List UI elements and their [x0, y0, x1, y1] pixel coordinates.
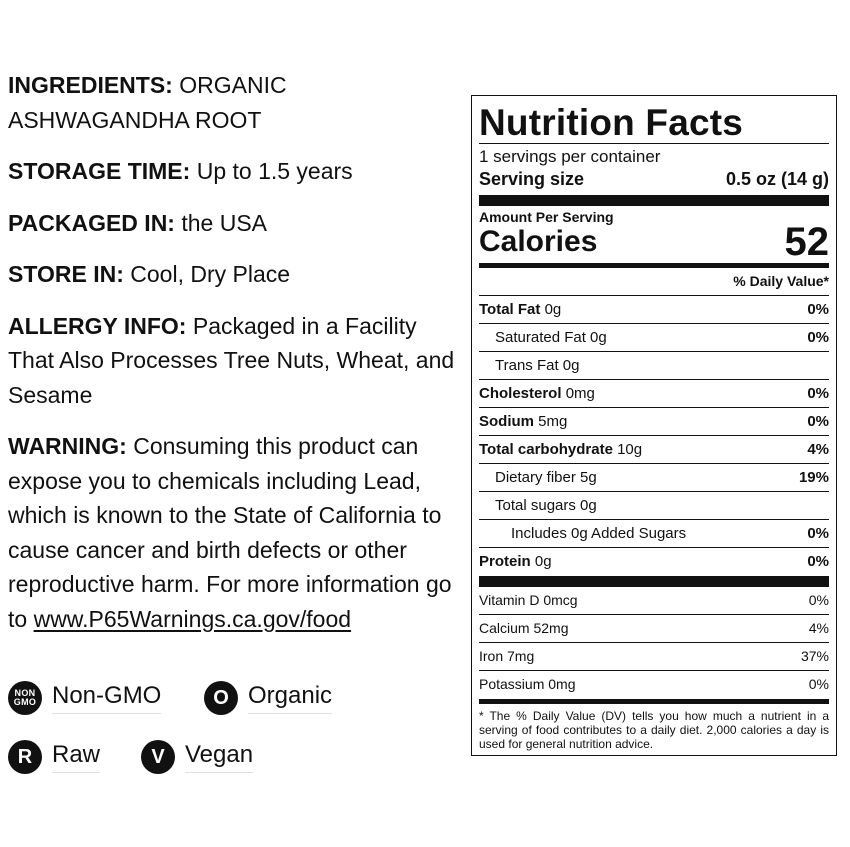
vitamin-row: Calcium 52mg 4% — [479, 615, 829, 643]
nutrient-row: Trans Fat 0g — [479, 352, 829, 380]
amount-per-serving: Amount Per Serving — [479, 209, 614, 225]
allergy-label: ALLERGY INFO: — [8, 312, 187, 339]
nutrient-row: Dietary fiber 5g 19% — [479, 464, 829, 492]
packaged-value: the USA — [181, 209, 268, 236]
vegan-label: Vegan — [185, 741, 254, 773]
badge-non-gmo: NON GMO Non-GMO — [8, 681, 162, 715]
serving-size-value: 0.5 oz (14 g) — [725, 169, 829, 189]
servings-per-container: 1 servings per container — [479, 147, 661, 166]
storage-line: STORAGE TIME: Up to 1.5 years — [8, 154, 463, 189]
warning-label: WARNING: — [8, 433, 127, 459]
badge-raw: R Raw — [8, 740, 101, 774]
storage-value: Up to 1.5 years — [196, 158, 353, 184]
nutrient-row: Saturated Fat 0g 0% — [479, 324, 829, 352]
non-gmo-label: Non-GMO — [52, 682, 162, 714]
nutrient-row: Sodium 5mg 0% — [479, 408, 829, 436]
allergy-line: ALLERGY INFO: Packaged in a Facility Tha… — [8, 309, 463, 413]
thick-divider — [479, 195, 829, 206]
ingredients-line: INGREDIENTS: ORGANIC ASHWAGANDHA ROOT — [8, 68, 463, 137]
organic-icon: O — [204, 681, 238, 715]
p65-warning-link[interactable]: www.P65Warnings.ca.gov/food — [33, 605, 352, 632]
nutrient-row: Total carbohydrate 10g 4% — [479, 436, 829, 464]
badge-vegan: V Vegan — [141, 740, 254, 774]
store-in-value: Cool, Dry Place — [130, 261, 291, 287]
badge-organic: O Organic — [204, 681, 333, 715]
store-in-line: STORE IN: Cool, Dry Place — [8, 257, 463, 292]
daily-value-footnote: * The % Daily Value (DV) tells you how m… — [479, 709, 829, 751]
packaged-label: PACKAGED IN: — [8, 209, 175, 236]
vitamin-row: Iron 7mg 37% — [479, 643, 829, 671]
nutrient-row: Protein 0g 0% — [479, 553, 829, 570]
ingredients-value: ORGANIC ASHWAGANDHA ROOT — [8, 72, 287, 133]
warning-line: WARNING: Consuming this product can expo… — [8, 429, 463, 636]
nutrition-facts-panel: Nutrition Facts 1 servings per container… — [471, 95, 837, 756]
warning-value: Consuming this product can expose you to… — [8, 433, 452, 632]
daily-value-header: % Daily Value* — [479, 268, 829, 296]
raw-label: Raw — [52, 741, 101, 773]
product-info: INGREDIENTS: ORGANIC ASHWAGANDHA ROOT ST… — [8, 68, 463, 653]
storage-label: STORAGE TIME: — [8, 158, 191, 184]
nutrient-row: Cholesterol 0mg 0% — [479, 380, 829, 408]
calories-label: Calories — [479, 225, 598, 258]
vitamin-row: Vitamin D 0mcg 0% — [479, 587, 829, 615]
calories-row: Calories 52 — [479, 220, 830, 264]
nutrient-row: Total Fat 0g 0% — [479, 296, 829, 324]
nutrition-title: Nutrition Facts — [479, 102, 744, 143]
nutrient-row: Total sugars 0g — [479, 492, 829, 520]
nutrient-row: Includes 0g Added Sugars 0% — [479, 520, 829, 548]
serving-size-label: Serving size — [479, 169, 585, 189]
store-in-label: STORE IN: — [8, 261, 124, 287]
divider — [479, 143, 829, 144]
serving-size-row: Serving size 0.5 oz (14 g) — [479, 167, 829, 195]
allergy-value: Packaged in a Facility That Also Process… — [8, 312, 455, 408]
packaged-line: PACKAGED IN: the USA — [8, 206, 463, 241]
medium-divider — [479, 263, 829, 268]
raw-icon: R — [8, 740, 42, 774]
organic-label: Organic — [248, 682, 333, 714]
thick-divider — [479, 576, 829, 587]
calories-value: 52 — [784, 220, 830, 264]
medium-divider — [479, 699, 829, 704]
vitamin-row: Potassium 0mg 0% — [479, 676, 829, 692]
ingredients-label: INGREDIENTS: — [8, 72, 173, 98]
vegan-icon: V — [141, 740, 175, 774]
non-gmo-icon: NON GMO — [8, 681, 42, 715]
